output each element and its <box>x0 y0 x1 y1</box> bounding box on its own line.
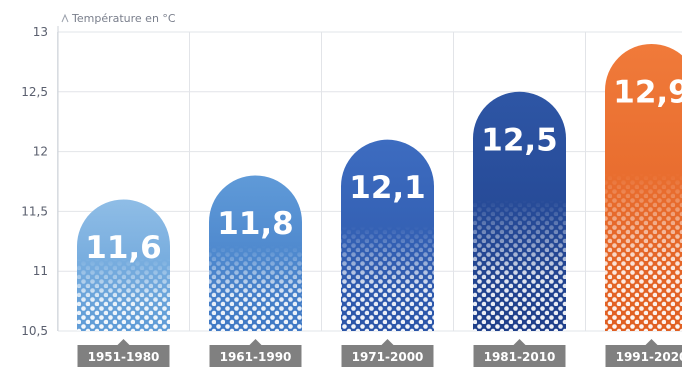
category-label-pointer <box>117 339 130 345</box>
category-label: 1991-2020 <box>616 350 682 364</box>
category-labels: 1951-1980 1961-1990 1971-2000 1981-2010 1991… <box>77 339 682 367</box>
y-tick-label: 11 <box>33 264 48 278</box>
bar-halftone <box>341 225 434 331</box>
category-label: 1951-1980 <box>88 350 160 364</box>
bars: 11,6 11,8 12,1 12,5 12,9 <box>77 43 682 331</box>
y-tick-label: 12,5 <box>21 85 48 99</box>
category-label-pointer <box>249 339 262 345</box>
category-label-box <box>341 345 434 367</box>
bar-value-label: 11,8 <box>217 206 294 242</box>
bar-halftone <box>209 245 302 331</box>
y-axis: Température en °C 10,5 11 11,5 12 12,5 13 <box>21 12 176 338</box>
y-tick-label: 12 <box>33 145 48 159</box>
y-tick-label: 13 <box>33 25 48 39</box>
category-label-box <box>605 345 682 367</box>
bar-halftone <box>473 199 566 331</box>
y-axis-arrow-icon <box>61 13 69 23</box>
category-label: 1961-1990 <box>220 350 292 364</box>
bar-halftone <box>77 258 170 331</box>
category-label-box <box>209 345 302 367</box>
y-tick-label: 11,5 <box>21 204 48 218</box>
category-label: 1971-2000 <box>352 350 424 364</box>
bar-value-label: 12,9 <box>613 74 682 110</box>
category-label-box <box>77 345 170 367</box>
category-label-box <box>473 345 566 367</box>
category-label: 1981-2010 <box>484 350 556 364</box>
category-label-pointer <box>645 339 658 345</box>
bar-value-label: 12,5 <box>481 122 558 158</box>
bar-halftone <box>605 173 682 331</box>
y-tick-label: 10,5 <box>21 324 48 338</box>
category-label-pointer <box>513 339 526 345</box>
bar-value-label: 11,6 <box>85 230 162 266</box>
category-label-pointer <box>381 339 394 345</box>
bar-value-label: 12,1 <box>349 170 426 206</box>
y-axis-label: Température en °C <box>71 12 176 25</box>
